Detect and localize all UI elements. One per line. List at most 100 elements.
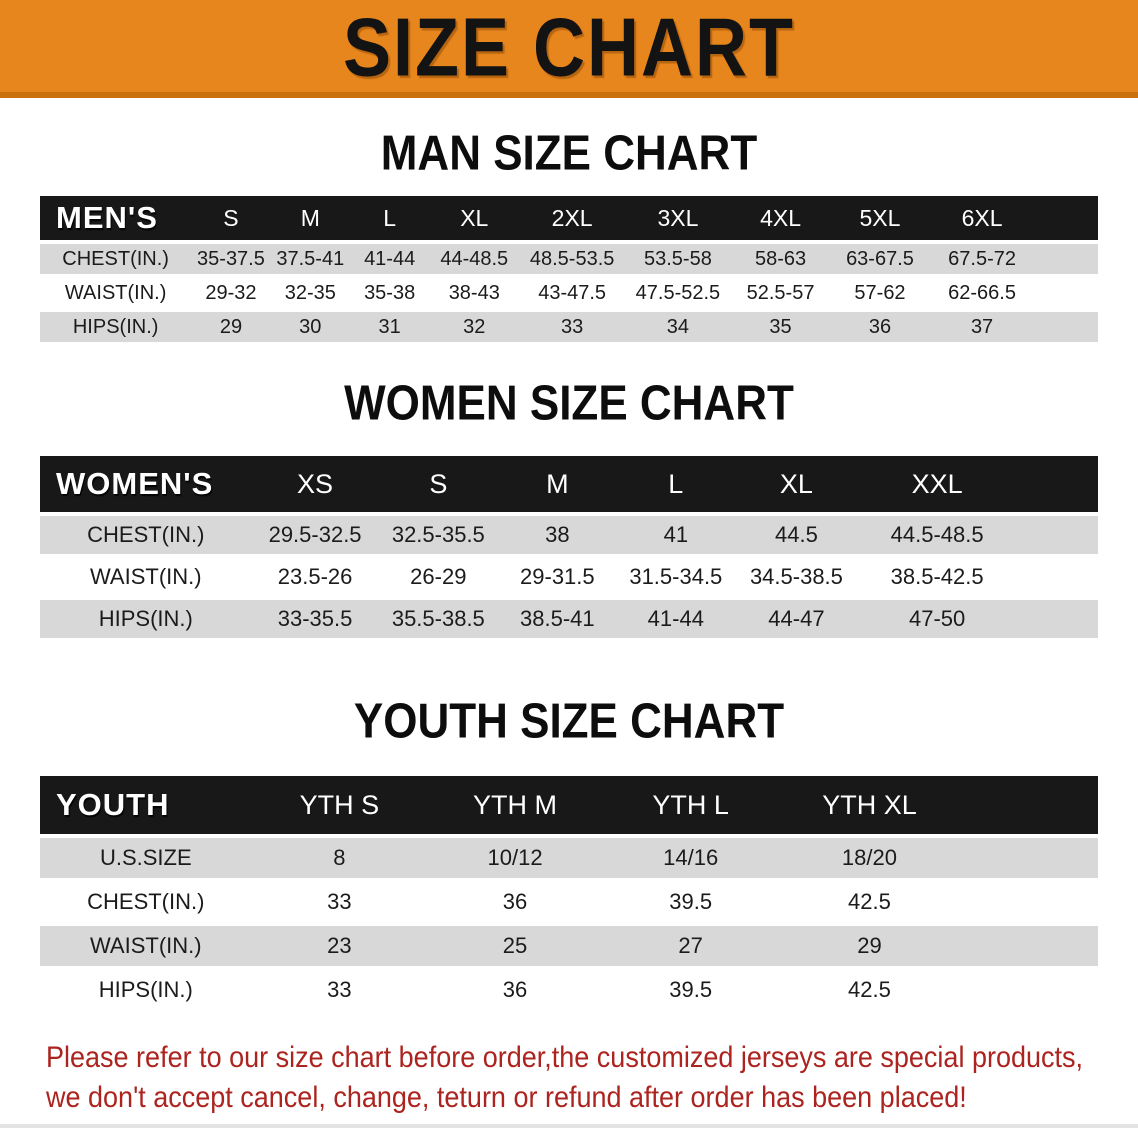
row-label: CHEST(IN.) xyxy=(87,522,205,547)
column-header: 6XL xyxy=(929,196,1035,240)
column-header: YTH XL xyxy=(778,776,961,834)
table-cell: 10/12 xyxy=(487,845,543,870)
row-label: WAIST(IN.) xyxy=(89,564,202,589)
table-cell: 29 xyxy=(219,315,243,338)
column-header: YTH S xyxy=(251,776,428,834)
table-cell: 33-35.5 xyxy=(277,606,353,631)
table-cell: 34.5-38.5 xyxy=(749,564,843,589)
table-cell: 29-31.5 xyxy=(520,564,595,589)
spacer-cell xyxy=(960,882,1098,922)
table-cell: 41 xyxy=(663,522,689,547)
row-label: WAIST(IN.) xyxy=(89,933,202,958)
table-cell: 29.5-32.5 xyxy=(268,522,362,547)
column-header: 3XL xyxy=(625,196,731,240)
column-header: M xyxy=(270,196,350,240)
youth-section-heading-text: YOUTH SIZE CHART xyxy=(353,694,785,749)
table-row: CHEST(IN.) 29.5-32.5 32.5-35.5 38 41 44.5 44.5… xyxy=(40,516,1098,554)
row-label: HIPS(IN.) xyxy=(98,977,193,1002)
spacer-cell xyxy=(960,838,1098,878)
table-cell: 62-66.5 xyxy=(948,281,1016,304)
table-cell: 39.5 xyxy=(669,977,713,1002)
table-cell: 31.5-34.5 xyxy=(629,564,723,589)
column-header: YTH M xyxy=(427,776,603,834)
table-cell: 36 xyxy=(868,315,892,338)
table-cell: 44.5-48.5 xyxy=(890,522,984,547)
table-cell: 42.5 xyxy=(848,889,891,914)
column-header: XL xyxy=(429,196,520,240)
table-group-label: YOUTH xyxy=(40,776,252,834)
table-group-label: MEN'S xyxy=(40,196,192,240)
table-row: WAIST(IN.) 29-32 32-35 35-38 38-43 43-47.5 47.… xyxy=(40,278,1098,308)
table-cell: 29 xyxy=(857,933,882,958)
table-cell: 43-47.5 xyxy=(538,281,607,304)
spacer-cell xyxy=(1016,558,1098,596)
table-header-row: YOUTH YTH S YTH M YTH L YTH XL xyxy=(40,776,1098,834)
column-header: L xyxy=(616,456,736,512)
table-cell: 36 xyxy=(502,977,528,1002)
column-header: 2XL xyxy=(519,196,626,240)
table-row: CHEST(IN.) 33 36 39.5 42.5 xyxy=(40,882,1098,922)
column-header: 5XL xyxy=(830,196,930,240)
column-header: L xyxy=(349,196,430,240)
table-cell: 27 xyxy=(678,933,703,958)
table-cell: 18/20 xyxy=(841,845,897,870)
table-cell: 38.5-42.5 xyxy=(890,564,984,589)
table-cell: 53.5-58 xyxy=(644,247,712,270)
table-cell: 44-48.5 xyxy=(440,247,509,270)
table-cell: 39.5 xyxy=(669,889,713,914)
spacer-cell xyxy=(1034,244,1098,274)
bottom-divider xyxy=(0,1124,1138,1128)
table-cell: 67.5-72 xyxy=(948,247,1016,270)
table-cell: 23 xyxy=(327,933,352,958)
table-cell: 38 xyxy=(545,522,570,547)
table-header-row: MEN'S S M L XL 2XL 3XL 4XL 5XL 6XL xyxy=(40,196,1098,240)
table-cell: 33 xyxy=(327,889,352,914)
table-cell: 32 xyxy=(463,315,486,338)
table-cell: 44-47 xyxy=(768,606,825,631)
table-cell: 36 xyxy=(502,889,528,914)
table-cell: 35-37.5 xyxy=(197,247,265,270)
table-group-label: WOMEN'S xyxy=(40,456,252,512)
row-label: WAIST(IN.) xyxy=(64,281,167,304)
column-header: S xyxy=(191,196,271,240)
youth-section-heading: YOUTH SIZE CHART xyxy=(0,694,1138,749)
table-cell: 63-67.5 xyxy=(846,247,914,270)
table-row: U.S.SIZE 8 10/12 14/16 18/20 xyxy=(40,838,1098,878)
row-label: HIPS(IN.) xyxy=(72,315,159,338)
table-cell: 42.5 xyxy=(848,977,891,1002)
table-row: HIPS(IN.) 33-35.5 35.5-38.5 38.5-41 41-44 44-… xyxy=(40,600,1098,638)
table-cell: 38-43 xyxy=(448,281,500,304)
spacer-cell xyxy=(1034,196,1098,240)
table-row: HIPS(IN.) 29 30 31 32 33 34 35 36 37 xyxy=(40,312,1098,342)
womens-size-table: WOMEN'S XS S M L XL XXL CHEST(IN.) 29.5-32.5 32.5… xyxy=(40,452,1098,642)
row-label: CHEST(IN.) xyxy=(87,889,205,914)
row-label: U.S.SIZE xyxy=(99,845,192,870)
table-cell: 48.5-53.5 xyxy=(529,247,615,270)
page-title: SIZE CHART xyxy=(343,2,795,95)
column-header: XL xyxy=(735,456,858,512)
table-header-row: WOMEN'S XS S M L XL XXL xyxy=(40,456,1098,512)
table-row: HIPS(IN.) 33 36 39.5 42.5 xyxy=(40,970,1098,1010)
table-cell: 57-62 xyxy=(854,281,906,304)
column-header: S xyxy=(378,456,499,512)
spacer-cell xyxy=(1016,516,1098,554)
disclaimer-line-1: Please refer to our size chart before or… xyxy=(46,1041,1084,1074)
table-cell: 32.5-35.5 xyxy=(391,522,485,547)
table-cell: 37.5-41 xyxy=(276,247,345,270)
column-header: 4XL xyxy=(730,196,831,240)
table-cell: 25 xyxy=(502,933,528,958)
youth-size-table: YOUTH YTH S YTH M YTH L YTH XL U.S.SIZE 8 10/12… xyxy=(40,772,1098,1014)
table-row: WAIST(IN.) 23 25 27 29 xyxy=(40,926,1098,966)
table-cell: 44.5 xyxy=(775,522,818,547)
table-cell: 41-44 xyxy=(364,247,416,270)
table-cell: 41-44 xyxy=(647,606,704,631)
table-cell: 35-38 xyxy=(364,281,416,304)
table-cell: 47.5-52.5 xyxy=(635,281,721,304)
table-cell: 26-29 xyxy=(410,564,467,589)
spacer-cell xyxy=(1034,312,1098,342)
table-cell: 32-35 xyxy=(284,281,336,304)
column-header: XS xyxy=(251,456,379,512)
table-cell: 35.5-38.5 xyxy=(391,606,485,631)
mens-size-table: MEN'S S M L XL 2XL 3XL 4XL 5XL 6XL CHEST(IN.) 35-37… xyxy=(40,192,1098,346)
table-row: CHEST(IN.) 35-37.5 37.5-41 41-44 44-48.5 48.5… xyxy=(40,244,1098,274)
